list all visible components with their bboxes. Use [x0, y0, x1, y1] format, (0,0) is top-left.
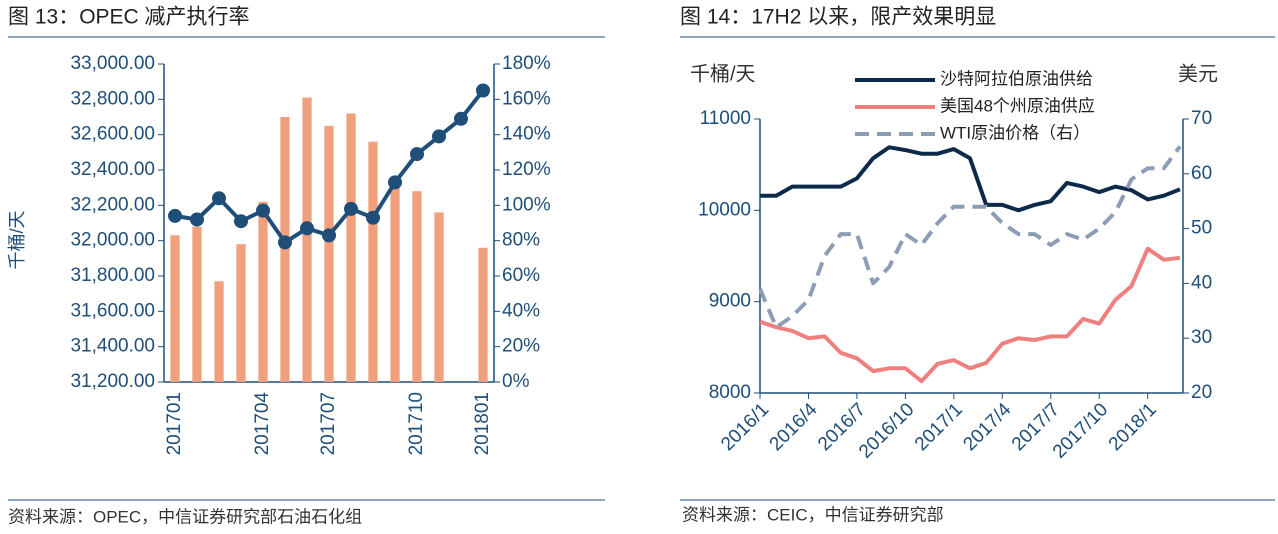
line-marker	[388, 175, 402, 190]
x-tick-label: 2017/1	[911, 399, 967, 455]
line-marker	[476, 83, 490, 98]
bar	[214, 281, 224, 382]
y-tick-label: 10000	[698, 199, 751, 220]
y-tick-label: 32,000.00	[70, 230, 155, 251]
line-marker	[410, 147, 424, 162]
y-tick-label: 32,800.00	[70, 88, 155, 109]
x-tick-label: 2016/1	[717, 399, 773, 455]
y2-tick-label: 70	[1191, 108, 1212, 129]
line-marker	[256, 203, 270, 218]
bar	[192, 226, 202, 382]
bar	[324, 125, 334, 382]
line-marker	[366, 210, 380, 225]
source: 资料来源：CEIC，中信证券研究部	[682, 505, 944, 524]
y-tick-label: 31,400.00	[70, 336, 155, 357]
line-marker	[322, 228, 336, 243]
y2-tick-label: 80%	[502, 230, 540, 251]
y-tick-label: 31,600.00	[70, 300, 155, 321]
y2-tick-label: 140%	[502, 124, 551, 145]
line-marker	[212, 191, 226, 206]
y2-tick-label: 180%	[502, 53, 551, 74]
bar	[346, 113, 356, 382]
line-series	[759, 246, 1181, 384]
legend-label: WTI原油价格（右）	[940, 123, 1090, 142]
line-marker	[344, 201, 358, 216]
chart-title: 图 13：OPEC 减产执行率	[8, 6, 250, 29]
bar	[412, 191, 422, 382]
y2-tick-label: 160%	[502, 88, 551, 109]
y2-axis-label: 美元	[1178, 62, 1218, 85]
x-tick-label: 2017/4	[959, 399, 1015, 455]
bar	[170, 235, 180, 382]
legend-label: 沙特阿拉伯原油供给	[940, 69, 1093, 88]
x-tick-label: 201707	[318, 392, 339, 455]
chart-title: 图 14：17H2 以来，限产效果明显	[680, 6, 996, 29]
line-marker	[190, 212, 204, 227]
x-tick-label: 201801	[472, 392, 493, 455]
line-marker	[168, 208, 182, 223]
y-axis-label: 千桶/天	[7, 210, 27, 269]
bar	[280, 117, 290, 382]
bar	[434, 212, 444, 382]
bar	[302, 97, 312, 383]
bar	[390, 187, 400, 382]
y2-tick-label: 60%	[502, 265, 540, 286]
bar	[258, 201, 268, 382]
line-series	[758, 145, 1182, 330]
y-tick-label: 31,200.00	[70, 371, 155, 392]
y-tick-label: 33,000.00	[70, 53, 155, 74]
line-marker	[454, 111, 468, 126]
line-marker	[278, 235, 292, 250]
line-marker	[234, 214, 248, 229]
y2-tick-label: 40	[1191, 272, 1212, 293]
line-marker	[432, 129, 446, 144]
y-tick-label: 9000	[709, 291, 751, 312]
y2-tick-label: 120%	[502, 159, 551, 180]
x-tick-label: 201704	[252, 392, 273, 456]
legend-label: 美国48个州原油供应	[940, 96, 1095, 115]
line-series	[760, 145, 1181, 213]
y-tick-label: 31,800.00	[70, 265, 155, 286]
bar	[236, 244, 246, 382]
x-tick-label: 2016/4	[766, 399, 822, 455]
y2-tick-label: 0%	[502, 371, 530, 392]
y-tick-label: 32,200.00	[70, 194, 155, 215]
y-tick-label: 32,600.00	[70, 124, 155, 145]
source: 资料来源：OPEC，中信证券研究部石油石化组	[8, 507, 362, 526]
bar	[478, 247, 488, 382]
y2-tick-label: 40%	[502, 300, 540, 321]
x-tick-label: 2018/1	[1105, 399, 1161, 455]
y-axis-label: 千桶/天	[690, 62, 756, 85]
y2-tick-label: 20	[1191, 382, 1212, 403]
x-tick-label: 201701	[164, 392, 185, 455]
line-marker	[300, 221, 314, 236]
y-tick-label: 32,400.00	[70, 159, 155, 180]
y2-tick-label: 30	[1191, 327, 1212, 348]
x-tick-label: 201710	[406, 392, 427, 455]
y2-tick-label: 50	[1191, 218, 1212, 239]
y-tick-label: 8000	[709, 382, 751, 403]
bar	[368, 141, 378, 382]
y-tick-label: 11000	[700, 108, 751, 129]
y2-tick-label: 20%	[502, 336, 540, 357]
y2-tick-label: 60	[1191, 163, 1212, 184]
y2-tick-label: 100%	[502, 194, 551, 215]
